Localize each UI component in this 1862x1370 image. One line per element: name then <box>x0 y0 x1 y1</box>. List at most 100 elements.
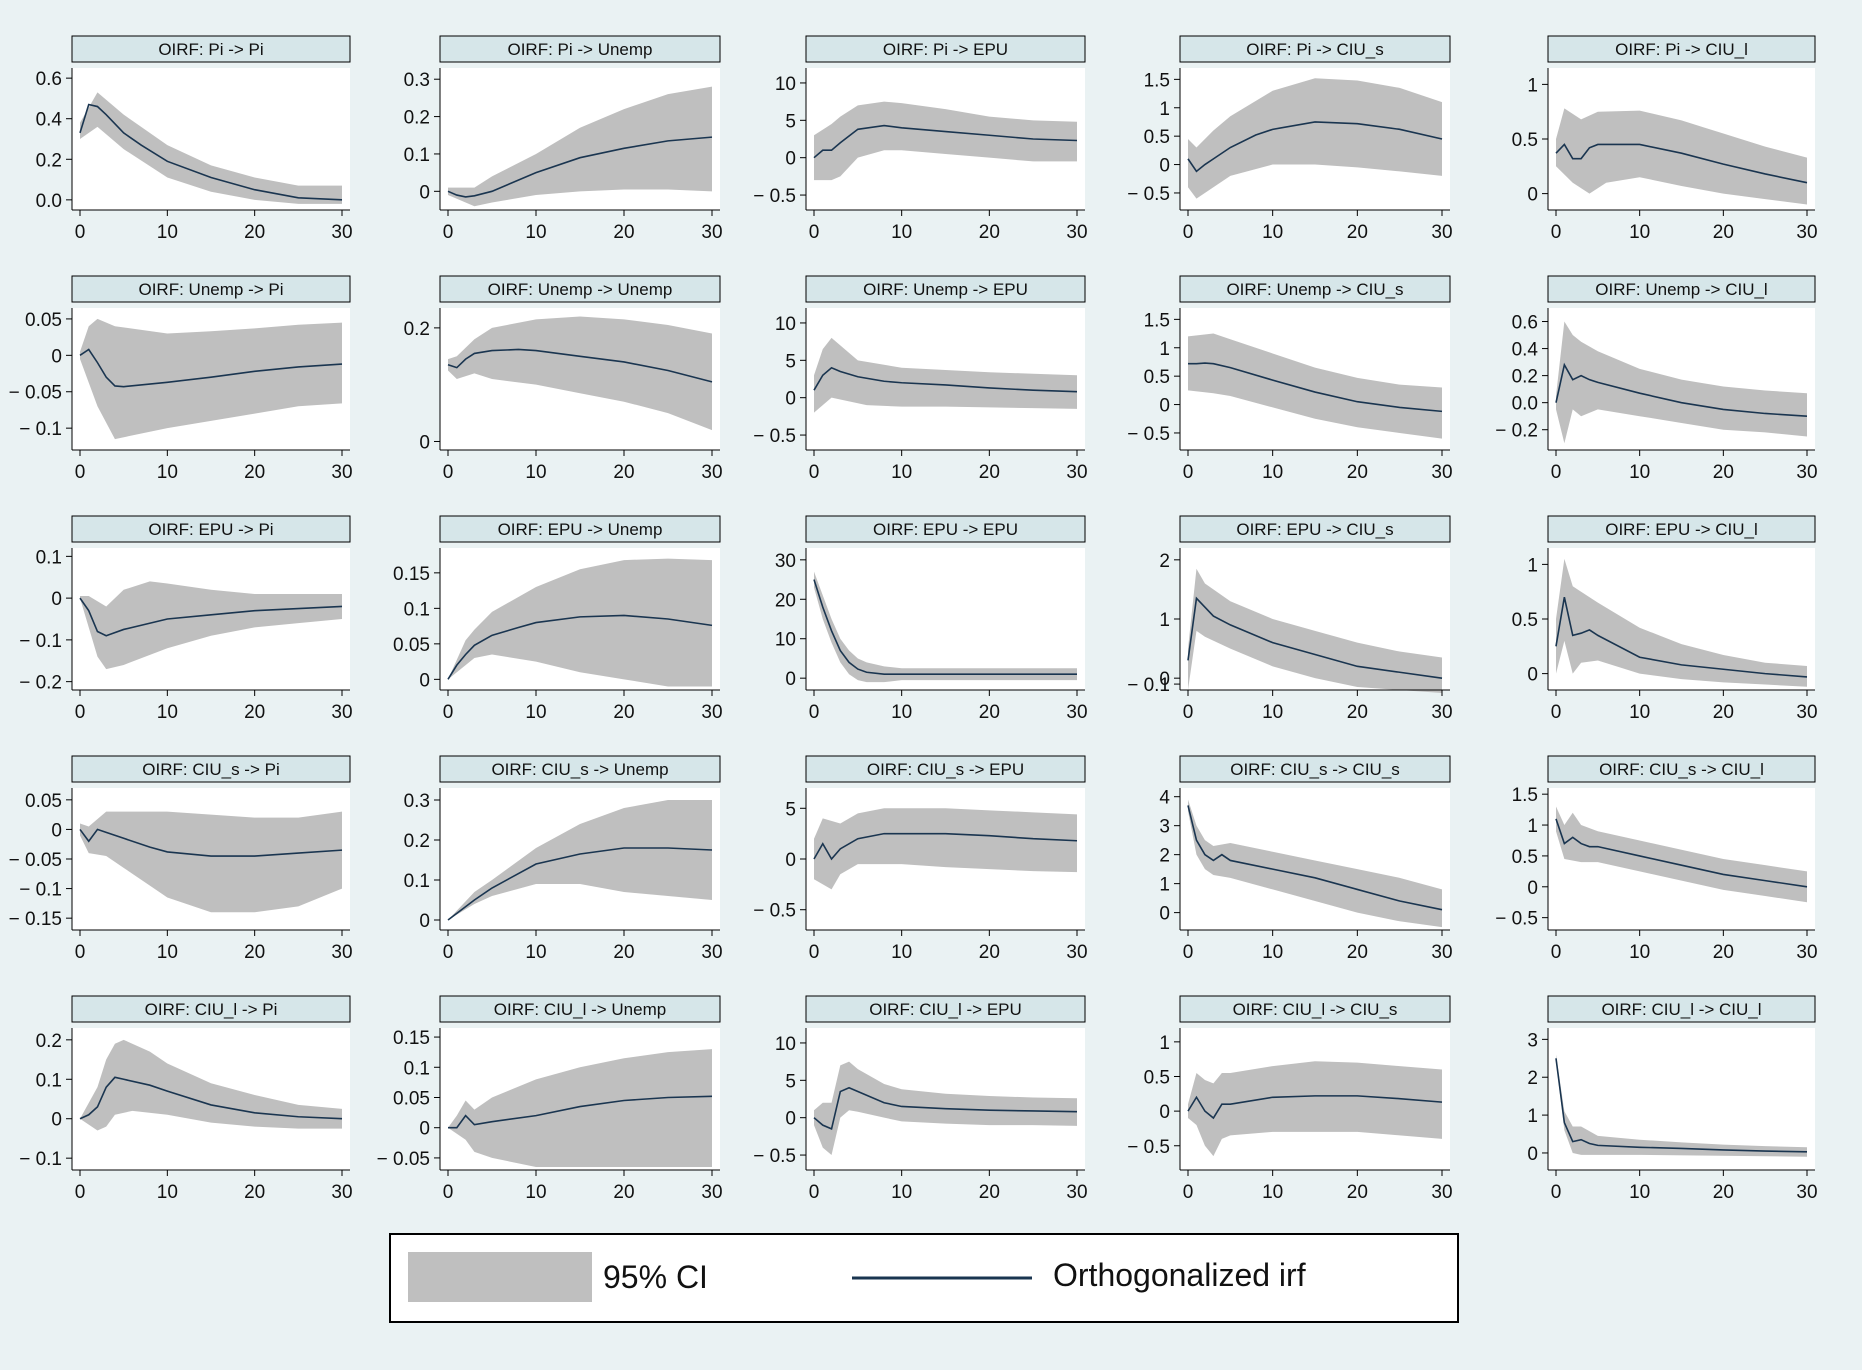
x-tick-label: 20 <box>1713 702 1734 723</box>
panel-title-box <box>71 275 351 303</box>
x-tick-label: 20 <box>979 702 1000 723</box>
x-tick-label: 20 <box>1347 1182 1368 1203</box>
irf-line <box>1555 818 1808 888</box>
irf-panel: OIRF: CIU_l -> Pi 0 10 20 30 0.2 0.1 0 − 0.1 <box>19 995 353 1203</box>
y-tick-label: 0 <box>51 589 62 610</box>
x-tick-label: 10 <box>891 462 912 483</box>
x-tick-label: 20 <box>613 702 634 723</box>
y-tick-label: − 0.5 <box>1127 424 1170 445</box>
y-tick-label: 0 <box>785 389 796 410</box>
y-tick-label: 10 <box>775 314 796 335</box>
y-tick-label: 0 <box>1159 156 1170 177</box>
x-tick-label: 0 <box>443 702 454 723</box>
x-tick-label: 30 <box>1796 942 1817 963</box>
y-tick-label: 3 <box>1159 817 1170 838</box>
x-tick-label: 10 <box>1629 942 1650 963</box>
y-tick-label: 1 <box>1527 1106 1538 1127</box>
irf-panel: OIRF: EPU -> Pi 0 10 20 30 0.1 0 − 0.1 − 0.2 <box>19 515 353 723</box>
x-tick-label: 20 <box>244 1182 265 1203</box>
ci-band <box>1556 321 1807 444</box>
y-tick-label: 0 <box>1527 878 1538 899</box>
y-tick-label: 0 <box>51 820 62 841</box>
y-tick-label: 0.2 <box>404 319 430 340</box>
x-tick-label: 0 <box>75 222 86 243</box>
y-tick-label: 0.1 <box>404 871 430 892</box>
panel-title: OIRF: CIU_l -> CIU_l <box>1601 1000 1761 1019</box>
panel-title: OIRF: Unemp -> EPU <box>863 280 1028 299</box>
panel-title: OIRF: CIU_s -> Unemp <box>491 760 668 779</box>
panel-title-box <box>71 515 351 543</box>
y-tick-label: 2 <box>1159 551 1170 572</box>
y-tick-label: − 0.1 <box>19 631 62 652</box>
x-tick-label: 10 <box>525 462 546 483</box>
irf-line <box>79 103 343 201</box>
y-tick-label: 0.6 <box>36 69 62 90</box>
x-tick-label: 0 <box>1551 462 1562 483</box>
panel-title-box <box>439 275 721 303</box>
panel-title-box <box>1547 995 1816 1023</box>
y-tick-label: 10 <box>775 1034 796 1055</box>
y-tick-label: 0.1 <box>36 547 62 568</box>
y-tick-label: 0 <box>419 911 430 932</box>
irf-line <box>448 1095 713 1129</box>
y-tick-label: − 0.5 <box>753 426 796 447</box>
irf-line <box>79 1076 343 1120</box>
y-tick-label: 1 <box>1527 816 1538 837</box>
x-tick-label: 30 <box>701 702 722 723</box>
y-tick-label: 0.5 <box>1144 367 1170 388</box>
irf-line <box>813 832 1078 861</box>
x-tick-label: 20 <box>1713 462 1734 483</box>
y-tick-label: 5 <box>785 799 796 820</box>
panel-title: OIRF: CIU_l -> Pi <box>145 1000 278 1019</box>
panel-title: OIRF: CIU_s -> CIU_s <box>1230 760 1400 779</box>
y-tick-label: 0.2 <box>404 108 430 129</box>
x-tick-label: 0 <box>443 462 454 483</box>
y-tick-label: 0.2 <box>36 1031 62 1052</box>
panel-title: OIRF: CIU_l -> CIU_s <box>1233 1000 1398 1019</box>
y-tick-label: − 0.5 <box>753 901 796 922</box>
x-tick-label: 20 <box>979 1182 1000 1203</box>
y-tick-label: 5 <box>785 111 796 132</box>
irf-panel: OIRF: Unemp -> CIU_s 0 10 20 30 1.5 1 0.5 0 − 0.5 <box>1127 275 1453 483</box>
y-tick-label: 0 <box>1527 1144 1538 1165</box>
x-tick-label: 30 <box>331 222 352 243</box>
x-tick-label: 30 <box>1431 702 1452 723</box>
x-tick-label: 0 <box>443 222 454 243</box>
x-tick-label: 20 <box>613 462 634 483</box>
panel-title-box <box>439 515 721 543</box>
y-tick-label: 0.1 <box>36 1070 62 1091</box>
y-tick-label: 0.5 <box>1512 610 1538 631</box>
y-tick-label: − 0.5 <box>753 1146 796 1167</box>
y-tick-label: − 0.5 <box>1127 184 1170 205</box>
panel-title-box <box>71 755 351 783</box>
y-tick-label: − 0.2 <box>19 673 62 694</box>
ci-band <box>814 571 1077 683</box>
panel-title-box <box>1547 275 1816 303</box>
x-tick-label: 30 <box>1796 702 1817 723</box>
irf-line <box>79 348 343 388</box>
y-tick-label: 2 <box>1527 1068 1538 1089</box>
y-tick-label: 0.2 <box>1512 367 1538 388</box>
ci-band <box>448 800 712 920</box>
x-tick-label: 20 <box>613 942 634 963</box>
irf-line <box>79 828 343 857</box>
y-tick-label: 0.0 <box>1512 394 1538 415</box>
panel-title-box <box>1547 755 1816 783</box>
x-tick-label: 0 <box>1183 462 1194 483</box>
panel-title: OIRF: CIU_l -> Unemp <box>494 1000 666 1019</box>
x-tick-label: 0 <box>75 942 86 963</box>
x-tick-label: 20 <box>613 222 634 243</box>
x-tick-label: 30 <box>701 222 722 243</box>
y-tick-label: 1 <box>1527 75 1538 96</box>
y-tick-label: 1 <box>1159 610 1170 631</box>
y-tick-label: 0.05 <box>25 791 62 812</box>
ci-band <box>80 811 342 913</box>
ci-band <box>1188 1061 1442 1157</box>
y-tick-label: 0.2 <box>404 831 430 852</box>
ci-band <box>448 558 712 687</box>
ci-band <box>80 1039 342 1131</box>
y-tick-label: 5 <box>785 351 796 372</box>
panel-title-box <box>1179 515 1451 543</box>
x-tick-label: 10 <box>891 942 912 963</box>
panel-title-box <box>71 995 351 1023</box>
